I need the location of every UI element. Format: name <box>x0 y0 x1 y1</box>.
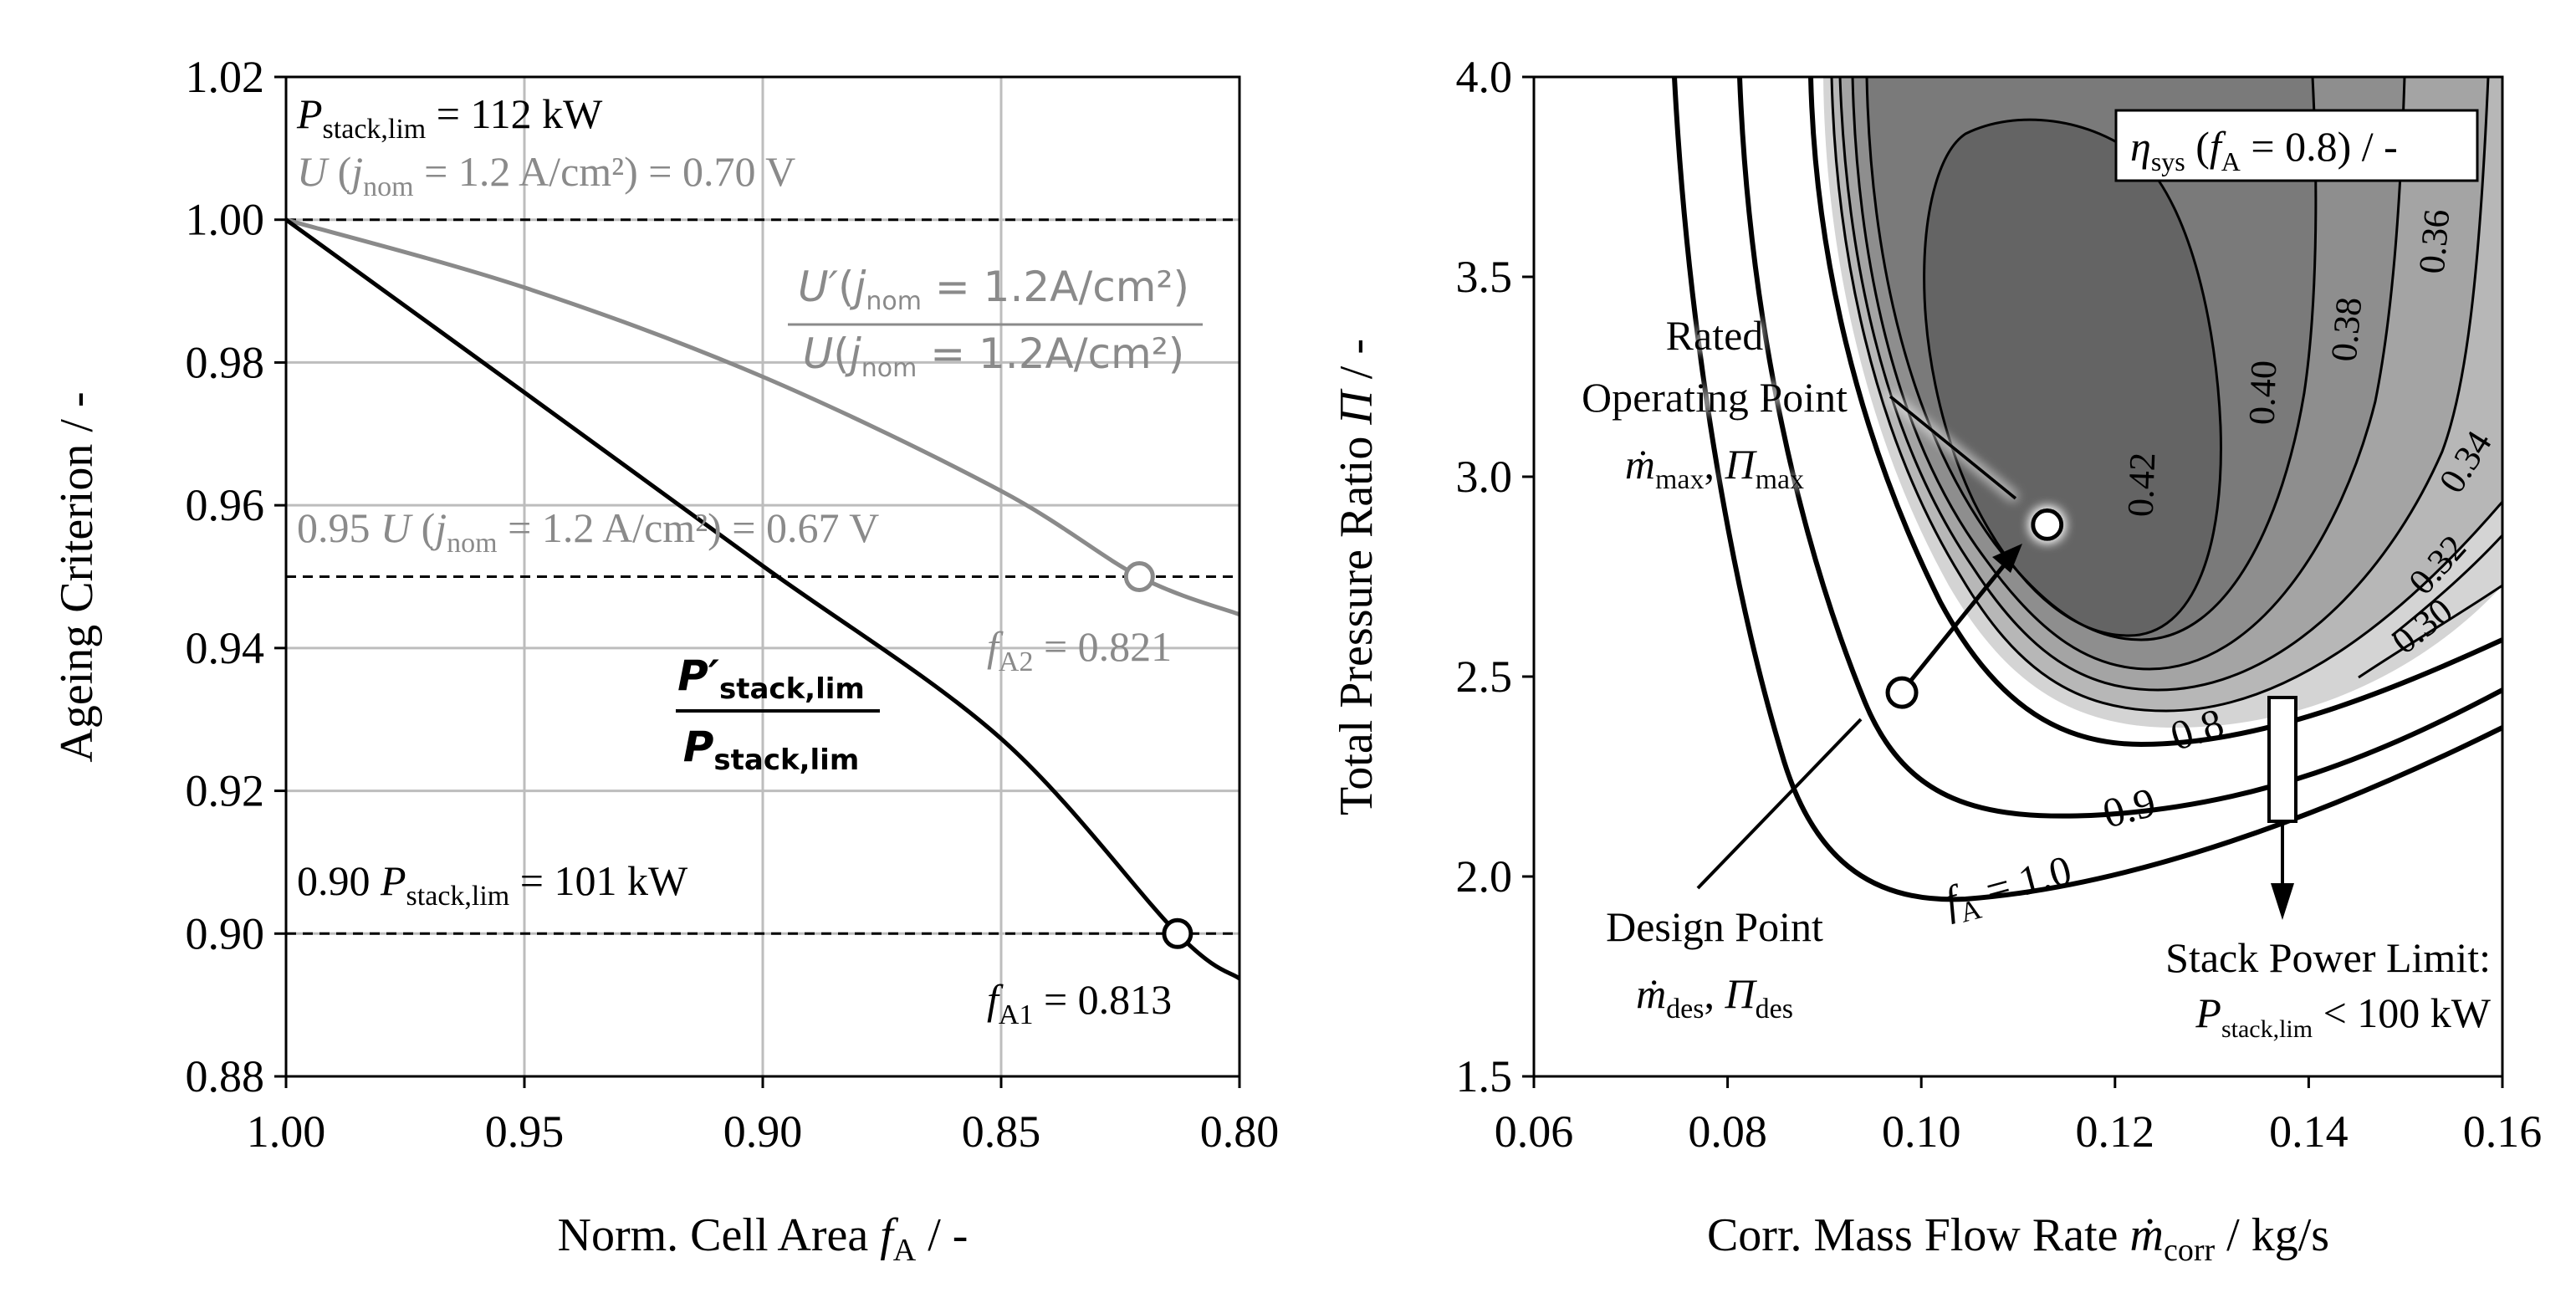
rated-point-annotation: Rated Operating Point ṁmax, Πmax <box>1582 312 1848 495</box>
annotation-u-95: 0.95 U (jnom = 1.2 A/cm²) = 0.67 V <box>297 504 879 559</box>
left-reference-lines <box>286 218 1239 935</box>
efficiency-contour-032 <box>2391 534 2502 637</box>
right-y-tick-label: 2.0 <box>1456 851 1513 902</box>
voltage-ratio-denominator: U(jnom = 1.2A/cm²) <box>803 330 1185 383</box>
left-y-tick-label: 0.94 <box>186 623 265 673</box>
power-ratio-denominator: Pstack,lim <box>683 723 860 777</box>
right-y-tick-label: 3.5 <box>1456 252 1513 302</box>
left-marker-point <box>1162 917 1193 949</box>
annotation-power-ratio: P′stack,lim Pstack,lim <box>676 652 880 777</box>
left-x-tick-label: 1.00 <box>247 1106 326 1157</box>
fa-label-10: fA = 1.0 <box>1940 846 2078 933</box>
left-y-tick-label: 0.98 <box>186 337 265 387</box>
series-ageing-power-line <box>286 217 1239 981</box>
left-y-tick-label: 0.92 <box>186 766 265 816</box>
left-y-axis-label: Ageing Criterion / - <box>51 391 103 762</box>
right-x-axis-label: Corr. Mass Flow Rate ṁcorr / kg/s <box>1707 1209 2329 1268</box>
left-y-tick-label: 0.90 <box>186 908 265 958</box>
right-x-tick-label: 0.14 <box>2269 1106 2349 1157</box>
design-to-rated-arrowhead <box>1992 544 2022 573</box>
contour-label-042: 0.42 <box>2120 452 2164 518</box>
right-x-tick-label: 0.16 <box>2463 1106 2543 1157</box>
design-point-line1: Design Point <box>1606 903 1823 950</box>
legend-box <box>2114 109 2479 182</box>
left-y-tick-label: 1.02 <box>186 52 265 102</box>
right-x-tick-label: 0.12 <box>2076 1106 2155 1157</box>
left-tick-labels: 1.00 0.95 0.90 0.85 0.80 0.88 0.90 0.92 0.94 0.96… <box>186 52 1280 1157</box>
rated-point-leader <box>1889 395 2017 500</box>
fa-contour-08 <box>1808 77 2502 748</box>
left-y-tick-label: 0.88 <box>186 1051 265 1101</box>
right-ticks <box>1522 75 2504 1088</box>
rated-point-marker <box>2031 508 2064 541</box>
left-x-tick-label: 0.85 <box>962 1106 1041 1157</box>
left-x-axis-label: Norm. Cell Area fA / - <box>558 1209 969 1268</box>
right-y-tick-label: 3.0 <box>1456 452 1513 502</box>
left-x-tick-label: 0.80 <box>1200 1106 1280 1157</box>
rated-point-symbols: ṁmax, Πmax <box>1625 441 1804 495</box>
stack-power-limit-line2: Pstack,lim < 100 kW <box>2195 989 2491 1043</box>
voltage-ratio-numerator: U′(jnom = 1.2A/cm²) <box>798 263 1189 316</box>
efficiency-contour-038 <box>1851 77 2406 671</box>
contour-label-038: 0.38 <box>2323 295 2370 363</box>
fa-label-09: 0.9 <box>2098 778 2160 836</box>
power-ratio-numerator: P′stack,lim <box>677 652 865 706</box>
annotation-fa1: fA1 = 0.813 <box>987 976 1172 1030</box>
left-x-tick-label: 0.95 <box>485 1106 565 1157</box>
left-y-tick-label: 0.96 <box>186 480 265 530</box>
annotation-p-90: 0.90 Pstack,lim = 101 kW <box>297 857 688 912</box>
left-y-tick-label: 1.00 <box>186 195 265 245</box>
rated-point-line1: Rated <box>1666 312 1764 359</box>
right-points <box>1885 508 2064 709</box>
right-y-tick-label: 1.5 <box>1456 1051 1513 1101</box>
right-plot-frame <box>1532 75 2504 1078</box>
right-tick-labels: 0.06 0.08 0.10 0.12 0.14 0.16 1.5 2.0 2.5 3.0 3.5 4… <box>1456 52 2543 1157</box>
contour-label-040: 0.40 <box>2241 360 2285 426</box>
annotation-fa2: fA2 = 0.821 <box>987 623 1172 677</box>
right-y-axis-label: Total Pressure Ratio Π / - <box>1331 339 1383 815</box>
left-x-tick-label: 0.90 <box>723 1106 803 1157</box>
left-chart: 1.00 0.95 0.90 0.85 0.80 0.88 0.90 0.92 0.94 0.96… <box>51 52 1279 1268</box>
stack-power-limit-line1: Stack Power Limit: <box>2165 934 2491 981</box>
stack-power-limit-arrowhead <box>2271 883 2294 920</box>
left-markers <box>1123 561 1193 949</box>
design-point-marker <box>1885 676 1919 709</box>
efficiency-contour-036 <box>1838 77 2490 692</box>
fa-contour-10 <box>1672 77 2502 902</box>
contour-label-036: 0.36 <box>2411 207 2458 275</box>
fa-contour-09 <box>1737 77 2502 819</box>
design-point-symbols: ṁdes, Πdes <box>1636 970 1793 1025</box>
legend-label: ηsys (fA = 0.8) / - <box>2130 123 2398 176</box>
right-chart: 0.42 0.40 0.38 0.36 0.34 0.32 0.30 0.8 0… <box>1331 52 2542 1268</box>
right-x-tick-label: 0.10 <box>1882 1106 1961 1157</box>
annotation-p-stack-lim: Pstack,lim = 112 kW <box>296 90 603 145</box>
efficiency-contour-040 <box>1865 77 2318 641</box>
efficiency-contour-034 <box>1830 77 2502 713</box>
annotation-u-nominal: U (jnom = 1.2 A/cm²) = 0.70 V <box>297 148 795 202</box>
left-ticks <box>274 75 1241 1088</box>
right-y-tick-label: 4.0 <box>1456 52 1513 102</box>
right-x-tick-label: 0.06 <box>1495 1106 1574 1157</box>
efficiency-region-042 <box>1924 120 2221 636</box>
stack-power-limit-box <box>2267 696 2297 823</box>
rated-point-line2: Operating Point <box>1582 374 1848 421</box>
design-to-rated-arrow <box>1897 564 2006 698</box>
efficiency-map <box>1672 77 2502 902</box>
efficiency-contour-030 <box>2358 584 2502 679</box>
right-y-tick-label: 2.5 <box>1456 652 1513 702</box>
right-x-tick-label: 0.08 <box>1688 1106 1767 1157</box>
annotation-voltage-ratio: U′(jnom = 1.2A/cm²) U(jnom = 1.2A/cm²) <box>788 263 1203 383</box>
design-point-leader <box>1696 718 1863 890</box>
left-marker-point <box>1123 561 1155 592</box>
